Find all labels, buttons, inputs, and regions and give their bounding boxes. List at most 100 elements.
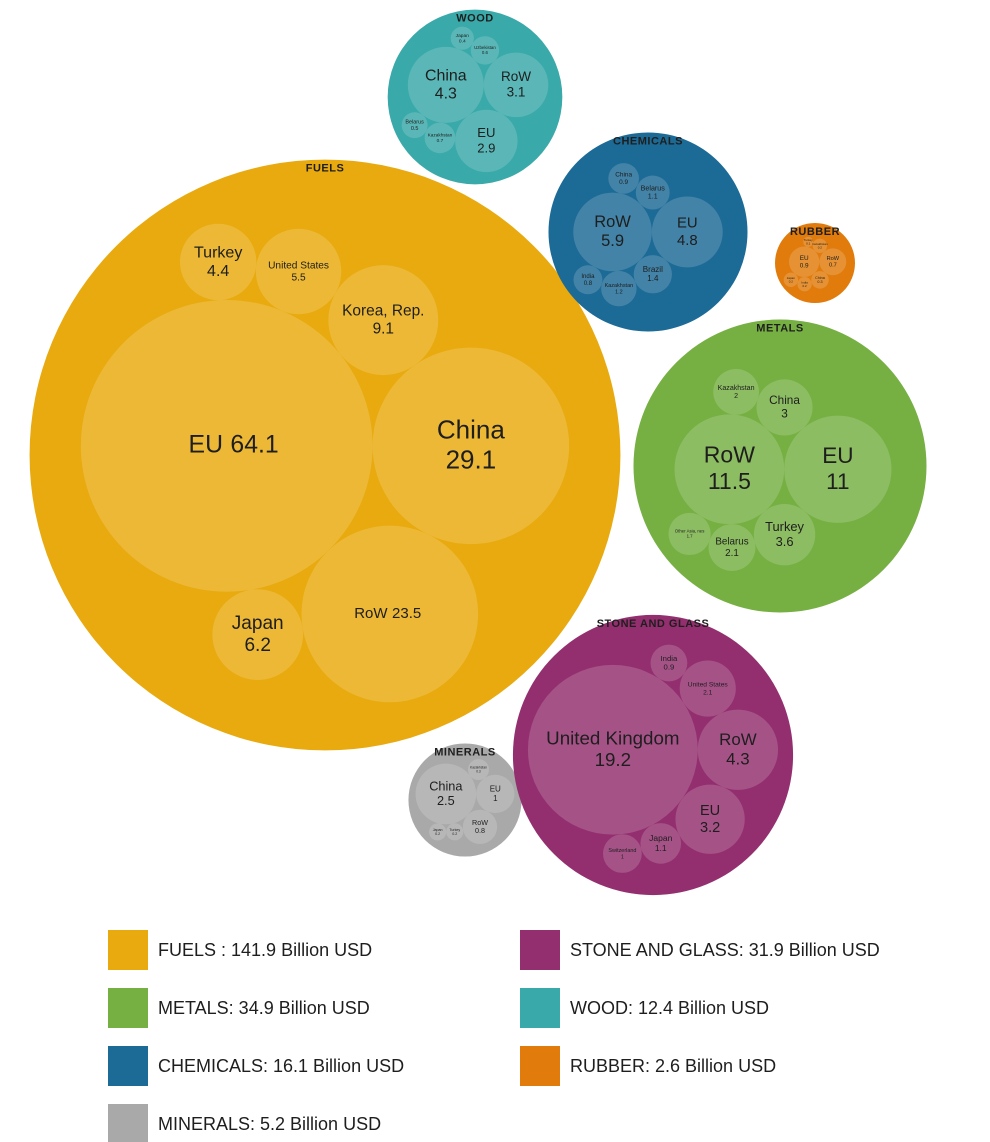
bubble-value: 0.9 <box>800 262 809 269</box>
bubble-value: 1 <box>621 854 624 860</box>
bubble-name: RoW <box>354 605 388 622</box>
group-bubble <box>387 9 563 185</box>
country-bubble <box>462 809 498 845</box>
country-bubble <box>483 52 549 118</box>
country-bubble <box>407 46 484 123</box>
bubble-name: China <box>769 394 800 407</box>
bubble-name: Kazakhstan <box>428 133 453 139</box>
bubble-value: 4.8 <box>677 233 698 249</box>
legend-label: WOOD: 12.4 Billion USD <box>570 998 769 1018</box>
legend-swatch <box>108 1046 148 1086</box>
bubble-name: Korea, Rep. <box>342 303 424 320</box>
bubble-name: RoW <box>704 442 755 468</box>
bubble-name: EU <box>490 785 501 794</box>
bubble-name: Kazakhstan <box>718 385 755 392</box>
bubble-value: 9.1 <box>373 320 394 337</box>
country-bubble <box>674 414 785 525</box>
bubble-name: EU <box>822 443 853 468</box>
country-bubble <box>601 270 637 307</box>
bubble-name: RoW <box>719 730 757 749</box>
country-bubble <box>608 163 640 194</box>
country-bubble <box>697 709 779 790</box>
country-bubble <box>640 823 682 864</box>
group-bubble <box>408 743 522 857</box>
bubble-value: 3.2 <box>700 820 720 836</box>
country-bubble <box>756 379 813 436</box>
country-bubble <box>301 525 479 703</box>
bubble-value: 1.1 <box>655 843 667 853</box>
bubble-value: 2 <box>734 393 738 400</box>
country-bubble <box>797 277 812 292</box>
bubble-value: 0.9 <box>664 663 675 672</box>
country-bubble <box>788 246 820 278</box>
group-title: FUELS <box>306 162 345 174</box>
country-bubble <box>401 112 428 139</box>
bubble-name: Kazakhstan <box>605 283 634 289</box>
bubble-value: 4.3 <box>726 749 749 768</box>
bubble-value: 0.2 <box>789 279 794 283</box>
bubble-value: 1.4 <box>647 274 659 283</box>
bubble-name: RoW <box>827 256 840 262</box>
bubble-value: 0.2 <box>435 832 440 836</box>
country-bubble <box>784 415 892 523</box>
country-bubble <box>415 763 477 825</box>
bubble-value: 2.1 <box>703 689 713 696</box>
group-title: CHEMICALS <box>613 135 683 147</box>
bubble-value: 11.5 <box>708 468 751 494</box>
country-bubble <box>429 823 447 841</box>
country-bubble <box>372 347 570 545</box>
country-bubble <box>573 265 603 295</box>
bubble-name: Turkey <box>449 828 460 832</box>
legend-swatch <box>108 1104 148 1142</box>
bubble-name: Japan <box>649 833 672 843</box>
bubble-name: Belarus <box>715 537 748 548</box>
bubble-name: Turkey <box>804 238 814 242</box>
bubble-value: 6.2 <box>244 635 270 656</box>
group-bubble <box>633 319 927 613</box>
country-bubble <box>675 784 745 854</box>
country-bubble <box>679 660 736 717</box>
bubble-name: Japan <box>787 276 796 280</box>
country-bubble <box>527 664 698 835</box>
bubble-name: Kazakhstan <box>470 766 487 770</box>
group-title: WOOD <box>456 13 493 25</box>
country-bubble <box>255 228 342 315</box>
group-bubble <box>512 614 794 896</box>
bubble-value: 2.5 <box>437 793 455 808</box>
group-title: MINERALS <box>434 746 495 758</box>
bubble-value: 5.5 <box>292 272 306 283</box>
bubble-name: EU <box>189 431 223 458</box>
group-title: STONE AND GLASS <box>597 618 710 630</box>
bubble-name: RoW <box>501 69 531 84</box>
country-bubble <box>812 238 828 253</box>
bubble-value: 5.9 <box>601 232 624 250</box>
legend-label: FUELS : 141.9 Billion USD <box>158 940 372 960</box>
group-title: RUBBER <box>790 226 840 238</box>
bubble-name: Other Asia, nes <box>675 529 705 534</box>
bubble-value: 4.3 <box>435 86 457 103</box>
country-bubble <box>179 223 257 301</box>
country-bubble <box>470 36 500 65</box>
bubble-value: 0.5 <box>411 126 419 132</box>
bubble-value: 3.6 <box>776 534 794 549</box>
bubble-name: Japan <box>433 828 443 832</box>
bubble-value: 0.9 <box>619 179 628 186</box>
country-bubble <box>651 196 723 268</box>
country-bubble <box>713 368 759 415</box>
bubble-name: United States <box>688 682 729 689</box>
legend-label: METALS: 34.9 Billion USD <box>158 998 370 1018</box>
country-bubble <box>80 299 373 592</box>
bubble-name: Turkey <box>194 243 242 261</box>
bubble-name: RoW <box>472 818 488 827</box>
country-bubble <box>455 109 518 173</box>
bubble-value: 0.7 <box>437 138 444 144</box>
country-bubble <box>573 192 652 272</box>
country-bubble <box>633 255 672 294</box>
country-bubble <box>668 512 711 556</box>
bubble-name: China <box>437 414 505 444</box>
legend-swatch <box>520 988 560 1028</box>
bubble-value: 0.8 <box>475 826 485 835</box>
country-bubble <box>468 759 489 781</box>
bubble-value: 0.1 <box>806 241 811 245</box>
bubble-name: RoW <box>594 213 631 231</box>
